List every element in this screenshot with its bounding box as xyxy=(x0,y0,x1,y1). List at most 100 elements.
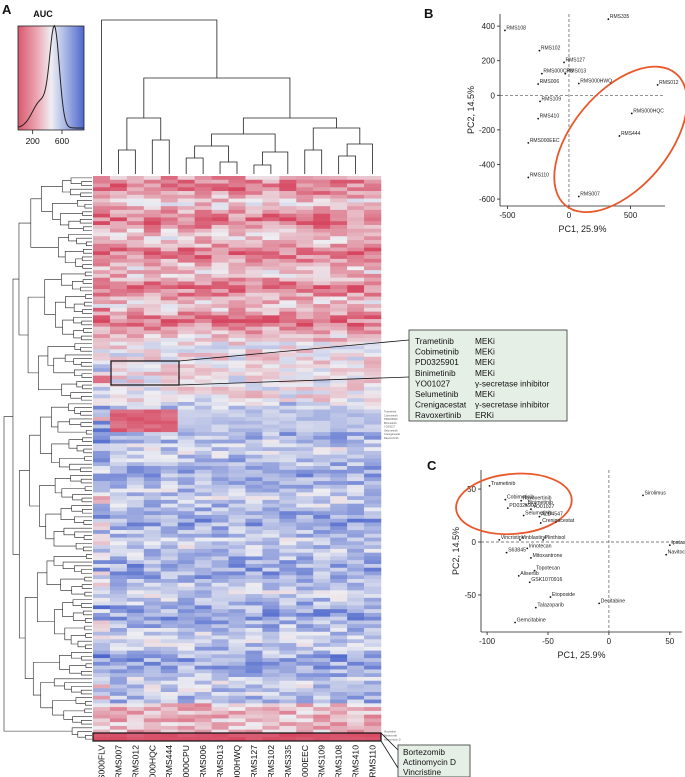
heatmap-cell xyxy=(279,420,297,425)
heatmap-cell xyxy=(109,537,128,542)
heatmap-cell xyxy=(364,292,382,297)
heatmap-cell xyxy=(279,194,297,199)
heatmap-cell xyxy=(296,341,314,346)
heatmap-cell xyxy=(262,221,280,226)
heatmap-cell xyxy=(279,251,297,256)
heatmap-cell xyxy=(211,432,229,437)
heatmap-cell xyxy=(228,620,246,625)
heatmap-cell xyxy=(93,273,111,278)
heatmap-cell xyxy=(160,191,178,196)
heatmap-cell xyxy=(245,398,263,403)
heatmap-cell xyxy=(160,560,178,565)
heatmap-cell xyxy=(245,417,263,422)
heatmap-cell xyxy=(177,526,195,531)
heatmap-cell xyxy=(245,533,263,538)
heatmap-cell xyxy=(279,556,297,561)
heatmap-cell xyxy=(296,176,314,181)
heatmap-cell xyxy=(347,228,365,233)
heatmap-cell xyxy=(313,484,331,489)
row-dendro-link xyxy=(84,301,92,307)
heatmap-cell xyxy=(93,432,111,437)
heatmap-cell xyxy=(330,198,348,203)
heatmap-cell xyxy=(177,371,195,376)
heatmap-cell xyxy=(211,315,229,320)
heatmap-cell xyxy=(262,341,280,346)
heatmap-cell xyxy=(262,307,280,312)
heatmap-cell xyxy=(262,179,280,184)
heatmap-cell xyxy=(160,646,178,651)
heatmap-cell xyxy=(177,590,195,595)
heatmap-cell xyxy=(126,251,145,256)
heatmap-cell xyxy=(160,432,178,437)
row-dendro-link xyxy=(71,281,84,290)
heatmap-cell xyxy=(330,669,348,674)
heatmap-cell xyxy=(93,311,111,316)
sample-label: RMS127 xyxy=(249,745,259,777)
heatmap-cell xyxy=(177,394,195,399)
row-dendro-link xyxy=(82,226,92,231)
row-dendro-link xyxy=(61,488,86,498)
heatmap-cell xyxy=(177,733,195,738)
heatmap-cell xyxy=(93,356,111,361)
heatmap-cell xyxy=(143,654,162,659)
heatmap-cell xyxy=(211,386,229,391)
heatmap-cell xyxy=(93,360,111,365)
heatmap-cell xyxy=(126,176,145,181)
heatmap-cell xyxy=(245,695,263,700)
heatmap-cell xyxy=(347,477,365,482)
heatmap-cell xyxy=(160,635,178,640)
heatmap-cell xyxy=(296,394,314,399)
heatmap-cell xyxy=(126,368,145,373)
heatmap-cell xyxy=(245,390,263,395)
heatmap-cell xyxy=(228,405,246,410)
heatmap-cell xyxy=(143,673,162,678)
heatmap-cell xyxy=(245,669,263,674)
heatmap-cell xyxy=(211,247,229,252)
heatmap-cell xyxy=(347,737,365,742)
heatmap-cell xyxy=(330,409,348,414)
row-dendro-link xyxy=(57,421,87,433)
heatmap-cell xyxy=(93,213,111,218)
heatmap-cell xyxy=(143,624,162,629)
heatmap-cell xyxy=(262,507,280,512)
heatmap-cell xyxy=(262,469,280,474)
heatmap-cell xyxy=(296,337,314,342)
heatmap-cell xyxy=(126,571,145,576)
heatmap-cell xyxy=(109,330,128,335)
heatmap-cell xyxy=(194,488,212,493)
heatmap-cell xyxy=(330,375,348,380)
heatmap-cell xyxy=(93,315,111,320)
heatmap-cell xyxy=(177,413,195,418)
heatmap-cell xyxy=(109,304,128,309)
heatmap-cell xyxy=(160,548,178,553)
heatmap-cell xyxy=(126,337,145,342)
heatmap-cell xyxy=(330,292,348,297)
heatmap-cell xyxy=(245,349,263,354)
heatmap-cell xyxy=(262,311,280,316)
heatmap-cell xyxy=(160,224,178,229)
heatmap-cell xyxy=(109,209,128,214)
heatmap-cell xyxy=(93,187,111,192)
heatmap-cell xyxy=(177,458,195,463)
heatmap-cell xyxy=(109,243,128,248)
heatmap-cell xyxy=(126,262,145,267)
heatmap-cell xyxy=(347,251,365,256)
heatmap-cell xyxy=(228,515,246,520)
heatmap-cell xyxy=(194,405,212,410)
heatmap-cell xyxy=(228,202,246,207)
heatmap-cell xyxy=(109,545,128,550)
heatmap-cell xyxy=(262,673,280,678)
heatmap-cell xyxy=(279,281,297,286)
heatmap-cell xyxy=(296,232,314,237)
heatmap-cell xyxy=(109,729,128,734)
heatmap-cell xyxy=(93,616,111,621)
heatmap-cell xyxy=(194,688,212,693)
heatmap-cell xyxy=(126,409,145,414)
heatmap-cell xyxy=(109,405,128,410)
heatmap-cell xyxy=(364,240,382,245)
heatmap-cell xyxy=(279,232,297,237)
heatmap-cell xyxy=(228,458,246,463)
heatmap-cell xyxy=(211,609,229,614)
heatmap-cell xyxy=(245,658,263,663)
